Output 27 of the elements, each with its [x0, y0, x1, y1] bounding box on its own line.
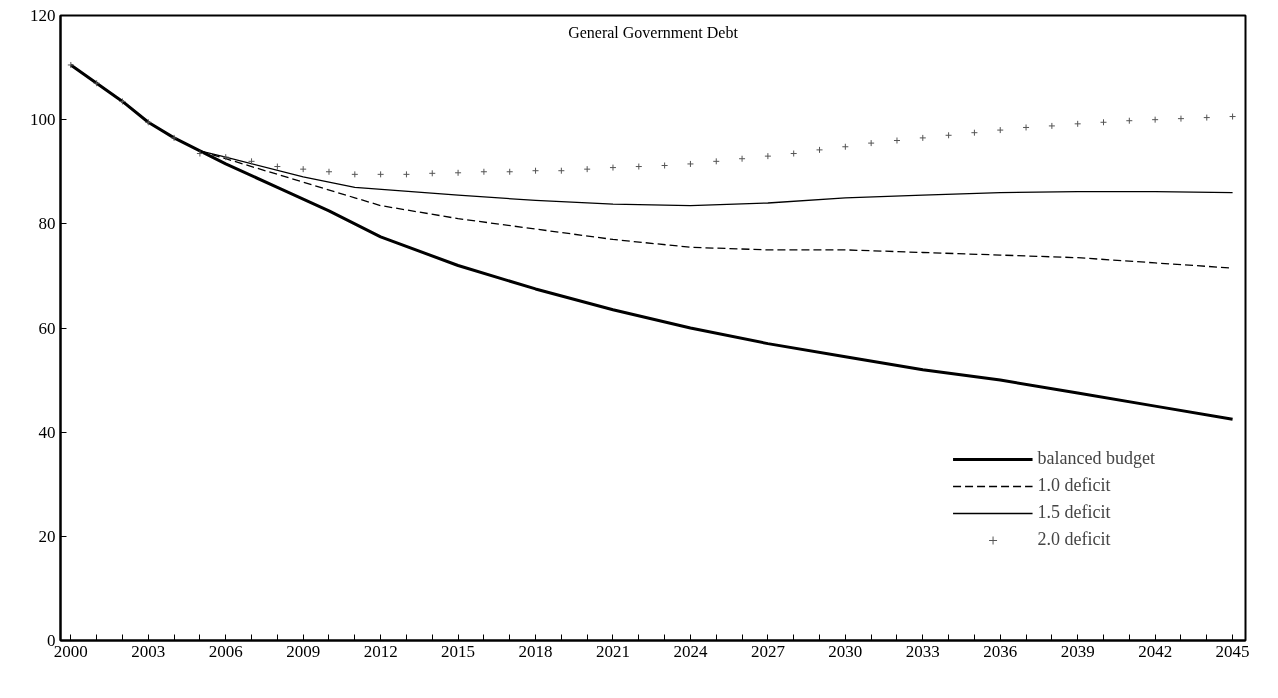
- x-tick-label: 2024: [673, 641, 708, 661]
- x-tick-label: 2021: [595, 641, 630, 661]
- x-tick-label: 2030: [828, 641, 863, 661]
- x-tick-label: 2012: [363, 641, 398, 661]
- y-tick-label: 120: [30, 6, 56, 25]
- x-tick-label: 2003: [131, 641, 166, 661]
- x-tick-label: 2027: [750, 641, 786, 661]
- y-tick-label: 0: [47, 631, 56, 650]
- legend-label: 1.5 deficit: [1037, 502, 1111, 523]
- x-tick-label: 2015: [441, 641, 476, 661]
- x-tick-label: 2018: [518, 641, 553, 661]
- y-tick-label: 40: [38, 422, 56, 442]
- y-tick-label: 100: [30, 110, 56, 130]
- x-tick-label: 2042: [1138, 641, 1173, 661]
- y-tick-label: 60: [38, 318, 56, 338]
- legend-label: balanced budget: [1037, 448, 1155, 469]
- legend-label: 2.0 deficit: [1037, 529, 1111, 550]
- x-tick-label: 2006: [208, 641, 243, 661]
- x-tick-label: 2039: [1060, 641, 1095, 661]
- legend-label: 1.0 deficit: [1037, 475, 1111, 496]
- y-tick-label: 20: [38, 526, 56, 546]
- x-tick-label: 2009: [286, 641, 321, 661]
- x-tick-label: 2033: [905, 641, 940, 661]
- x-tick-label: 2036: [983, 641, 1018, 661]
- text: General Government Debt: [568, 23, 739, 41]
- y-tick-label: 80: [38, 214, 56, 234]
- x-tick-label: 2045: [1215, 641, 1250, 661]
